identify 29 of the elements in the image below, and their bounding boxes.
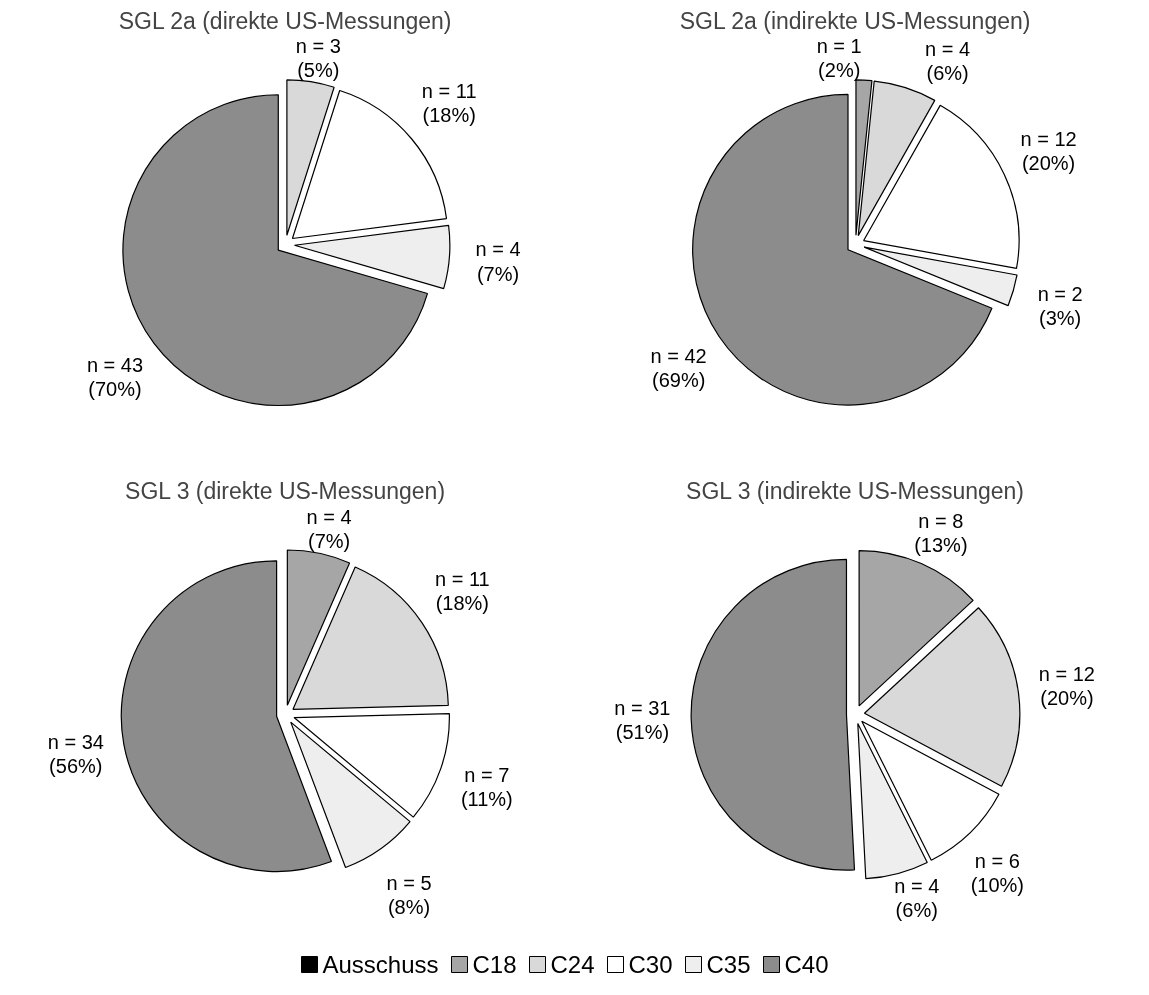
data-label: n = 8 (13%) [914, 510, 968, 557]
chart-title: SGL 2a (indirekte US-Messungen) [679, 7, 1031, 34]
data-label: n = 43 (70%) [86, 354, 144, 401]
data-label: n = 7 (11%) [460, 764, 513, 811]
data-label: n = 42 (69%) [650, 344, 707, 391]
data-label: n = 12 (20%) [1038, 663, 1095, 710]
legend-label: C35 [706, 951, 751, 978]
legend-label: C40 [784, 951, 829, 978]
data-label: n = 4 (7%) [475, 238, 521, 285]
data-label: n = 11 (18%) [435, 568, 490, 615]
data-label: n = 34 (56%) [47, 731, 104, 778]
data-label: n = 3 (5%) [295, 35, 341, 82]
legend-label: Ausschuss [322, 951, 439, 978]
data-label: n = 12 (20%) [1020, 127, 1077, 174]
data-label: n = 4 (7%) [306, 505, 352, 553]
data-label: n = 1 (2%) [816, 34, 862, 81]
data-label: n = 4 (6%) [925, 37, 971, 84]
data-label: n = 2 (3%) [1037, 283, 1083, 330]
data-label: n = 6 (10%) [970, 849, 1025, 896]
chart-title: SGL 3 (direkte US-Messungen) [125, 477, 446, 504]
data-label: n = 4 (6%) [894, 874, 940, 922]
chart-title: SGL 3 (indirekte US-Messungen) [686, 477, 1025, 504]
legend-label: C18 [472, 951, 517, 978]
legend-label: C30 [628, 951, 673, 978]
data-label: n = 5 (8%) [386, 871, 432, 918]
data-label: n = 11 (18%) [421, 79, 477, 127]
legend-label: C24 [550, 951, 595, 978]
chart-title: SGL 2a (direkte US-Messungen) [118, 7, 452, 34]
data-label: n = 31 (51%) [614, 697, 671, 744]
